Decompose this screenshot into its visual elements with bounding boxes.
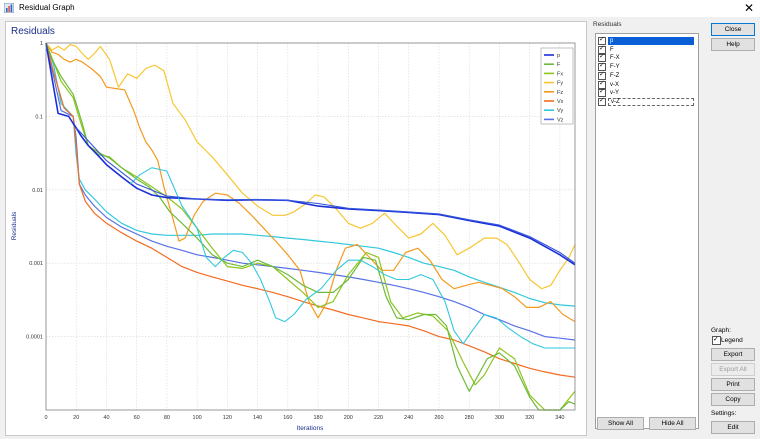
export-all-button: Export All [711,363,755,376]
series-line-p [45,42,576,266]
y-tick-label: 0.1 [35,114,43,120]
title-bar: Residual Graph ✕ [0,0,760,17]
residual-item[interactable]: F-Y [598,62,694,72]
x-tick-labels: 0 20 40 60 80 100 120 140 160 180 200 220 240 260 280 3… [44,415,564,421]
legend-checkbox-label: Legend [721,337,743,344]
legend-label: Fz [557,90,563,96]
window-title: Residual Graph [19,3,75,12]
plot-area-border [45,42,576,411]
x-tick-label: 80 [164,415,170,421]
x-tick-label: 140 [253,415,262,421]
residual-item[interactable]: v-Y [598,88,694,98]
y-tick-label: 1 [40,41,43,47]
residual-plot-panel: Residuals 1 0.1 0.01 0.001 0.0001 0 20 40 60 80 1… [5,21,587,436]
settings-label: Settings: [711,410,737,417]
series-line-fx [45,42,576,411]
series-line-extra [75,127,576,264]
legend-checkbox[interactable] [712,335,721,345]
residual-item-label: F [610,46,614,53]
y-tick-label: 0.0001 [26,335,43,341]
series-line-f [45,42,576,411]
x-tick-label: 160 [283,415,292,421]
x-axis-label: Iterations [297,425,324,432]
close-button[interactable]: Close [711,23,755,36]
chart-legend: pF Fx Fy Fz Vx Vy Vz [540,47,574,125]
x-tick-label: 320 [525,415,534,421]
y-axis-label: Residuals [11,211,18,240]
x-tick-label: 300 [495,415,504,421]
residual-item[interactable]: v-X [598,80,694,89]
edit-button[interactable]: Edit [711,421,755,434]
print-button[interactable]: Print [711,378,755,391]
series-line-fy [45,42,576,290]
legend-label: Vz [557,117,564,123]
residual-item-label: v-Y [610,90,619,97]
legend-label: Fx [557,71,563,77]
residual-item[interactable]: F-X [598,53,694,63]
chart-series [45,42,576,411]
x-tick-label: 60 [134,415,140,421]
residual-item[interactable]: F-Z [598,71,694,80]
y-tick-label: 0.001 [29,261,43,267]
y-tick-labels: 1 0.1 0.01 0.001 0.0001 [26,41,43,341]
x-tick-label: 0 [44,415,47,421]
legend-label: Vy [557,108,563,114]
export-button[interactable]: Export [711,348,755,361]
help-button[interactable]: Help [711,38,755,51]
legend-label: p [557,53,560,59]
residual-item[interactable]: v-Z [598,97,694,106]
residual-item-label: v-X [610,81,619,88]
series-line-extra [130,167,575,349]
x-tick-label: 340 [555,415,564,421]
x-tick-label: 120 [223,415,232,421]
residual-item-label: F-Y [610,64,620,71]
series-line-fz [45,42,576,323]
residual-checkbox[interactable] [598,97,606,106]
copy-button[interactable]: Copy [711,393,755,406]
x-tick-label: 240 [404,415,413,421]
residual-item[interactable]: F [598,45,694,54]
x-tick-label: 260 [434,415,443,421]
graph-label: Graph: [711,327,731,334]
series-line-vy [45,42,576,307]
chart-title: Residuals [11,26,55,37]
show-all-button[interactable]: Show All [597,417,644,430]
legend-label: Vx [557,99,564,105]
residuals-panel: Residuals pFF-XF-YF-Zv-Xv-Yv-Z Show All … [591,20,701,434]
x-tick-label: 100 [193,415,202,421]
residuals-panel-header: Residuals [593,21,622,28]
legend-label: Fy [557,81,563,87]
series-line-vz [45,42,576,341]
legend-box [540,47,574,125]
x-tick-label: 200 [344,415,353,421]
x-tick-label: 20 [73,415,79,421]
x-tick-label: 280 [465,415,474,421]
legend-label: F [557,62,561,68]
residuals-list[interactable]: pF F-X F-YF-Z v-X v-Yv-Z [595,33,699,429]
residual-item-label: F-Z [610,72,620,79]
x-tick-label: 40 [103,415,109,421]
x-tick-label: 220 [374,415,383,421]
x-tick-label: 180 [313,415,322,421]
residual-item-label: F-X [610,55,620,62]
series-line-vx [45,42,576,378]
residual-item-label: v-Z [608,97,694,106]
residual-chart: Residuals 1 0.1 0.01 0.001 0.0001 0 20 40 60 80 1… [11,26,576,432]
residual-item[interactable]: p [598,36,694,45]
app-icon [4,3,14,13]
y-tick-label: 0.01 [32,188,43,194]
residual-item-label: p [608,37,694,45]
hide-all-button[interactable]: Hide All [649,417,696,430]
window-close-icon[interactable]: ✕ [743,1,754,15]
